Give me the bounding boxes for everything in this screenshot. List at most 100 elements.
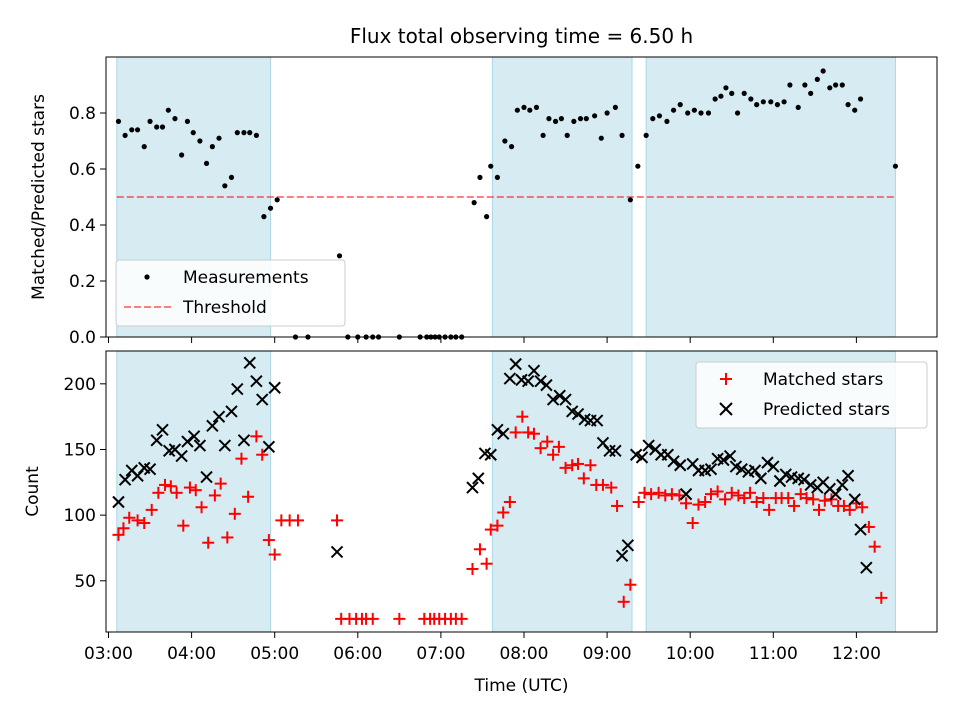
matched-star-point <box>331 514 344 527</box>
predicted-star-point <box>534 374 547 388</box>
predicted-star-point <box>243 356 256 370</box>
matched-star-point <box>868 540 881 553</box>
matched-star-point <box>566 459 579 472</box>
measurement-point <box>808 90 814 96</box>
measurement-point <box>712 96 718 102</box>
predicted-star-point <box>761 456 774 469</box>
measurement-point <box>619 132 625 138</box>
measurement-point <box>839 82 845 88</box>
measurement-point <box>691 107 697 113</box>
predicted-star-point <box>553 389 566 402</box>
matched-star-point <box>856 501 869 514</box>
measurement-point <box>705 110 712 116</box>
predicted-star-point <box>540 378 553 392</box>
matched-star-point <box>541 435 554 448</box>
measurement-point <box>635 163 641 169</box>
matched-star-point <box>117 522 130 535</box>
predicted-star-point <box>854 523 867 536</box>
measurement-point <box>650 116 656 122</box>
matched-star-point <box>744 486 757 499</box>
measurement-point <box>820 68 826 74</box>
x-axis-label: Time (UTC) <box>474 676 569 696</box>
predicted-star-point <box>841 469 855 482</box>
predicted-star-point <box>527 364 541 377</box>
matched-star-point <box>534 442 547 455</box>
matched-star-point <box>552 440 565 453</box>
x-tick-label: 10:00 <box>666 644 715 664</box>
matched-star-point <box>611 499 624 512</box>
measurement-point <box>670 107 677 113</box>
measurement-point <box>685 110 691 116</box>
matched-star-point <box>366 612 379 625</box>
matched-star-point <box>572 457 585 470</box>
matched-star-point <box>645 488 658 501</box>
measurement-point <box>115 118 122 124</box>
matched-star-point <box>788 499 801 512</box>
predicted-stars-points <box>112 356 873 574</box>
predicted-star-point <box>256 393 269 406</box>
measurement-points <box>115 68 899 340</box>
x-tick-label: 03:00 <box>84 644 133 664</box>
measurement-point <box>833 82 839 88</box>
matched-star-point <box>686 517 699 530</box>
matched-star-point <box>491 519 504 532</box>
predicted-star-point <box>503 372 517 385</box>
measurement-point <box>754 102 760 108</box>
measurement-point <box>274 197 280 203</box>
measurement-point <box>814 76 820 82</box>
x-tick-label: 04:00 <box>167 644 216 664</box>
top-x-ticks <box>107 337 857 343</box>
measurement-point <box>483 214 490 220</box>
predicted-star-point <box>497 427 510 440</box>
matched-star-point <box>164 480 177 493</box>
bottom-y-axis-label: Count <box>23 466 43 517</box>
measurement-point <box>748 96 754 102</box>
predicted-star-point <box>268 381 281 394</box>
measurement-point <box>718 93 724 99</box>
matched-star-point <box>812 503 825 516</box>
matched-star-point <box>807 493 820 506</box>
measurement-point <box>643 132 649 138</box>
matched-star-point <box>189 484 202 497</box>
matched-star-point <box>123 511 136 524</box>
measurement-point <box>184 118 191 124</box>
measurement-point <box>247 130 253 136</box>
predicted-star-point <box>679 487 693 501</box>
predicted-star-point <box>187 430 201 443</box>
predicted-star-point <box>603 444 616 458</box>
matched-star-point <box>605 481 618 494</box>
measurement-point <box>760 99 766 105</box>
measurement-point <box>723 85 729 91</box>
measurement-point <box>477 174 483 180</box>
measurement-point <box>134 127 141 133</box>
bottom-y-tick-label: 50 <box>74 572 96 592</box>
predicted-star-point <box>509 357 522 371</box>
measurement-point <box>540 132 546 138</box>
predicted-star-point <box>175 449 188 463</box>
measurement-point <box>533 104 540 110</box>
measurement-point <box>892 163 899 169</box>
matched-star-point <box>480 557 493 570</box>
predicted-star-point <box>156 423 169 436</box>
measurement-point <box>852 107 858 113</box>
matched-star-point <box>250 430 263 443</box>
bottom-x-ticks: 03:00 04:00 05:00 06:00 07:00 08:00 09:00 10:00… <box>84 632 881 664</box>
bottom-plot-frame <box>105 350 938 633</box>
measurement-point <box>488 163 494 169</box>
measurement-point <box>734 110 741 116</box>
measurement-point <box>129 127 135 133</box>
measurement-point <box>598 135 604 141</box>
legend-predicted-marker <box>719 402 733 416</box>
matched-star-point <box>875 591 888 604</box>
top-y-ticks: 0.0 0.2 0.4 0.6 0.8 <box>69 104 106 348</box>
matched-star-point <box>638 486 651 499</box>
measurement-point <box>179 152 185 158</box>
top-plot-frame <box>105 56 938 338</box>
bottom-y-ticks: 50 100 150 200 <box>64 375 106 592</box>
measurement-point <box>222 183 228 189</box>
legend-predicted-label: Predicted stars <box>763 400 890 420</box>
chart-title: Flux total observing time = 6.50 h <box>350 24 693 48</box>
measurement-point <box>627 197 633 203</box>
matched-star-point <box>159 478 172 491</box>
predicted-star-point <box>212 410 226 423</box>
